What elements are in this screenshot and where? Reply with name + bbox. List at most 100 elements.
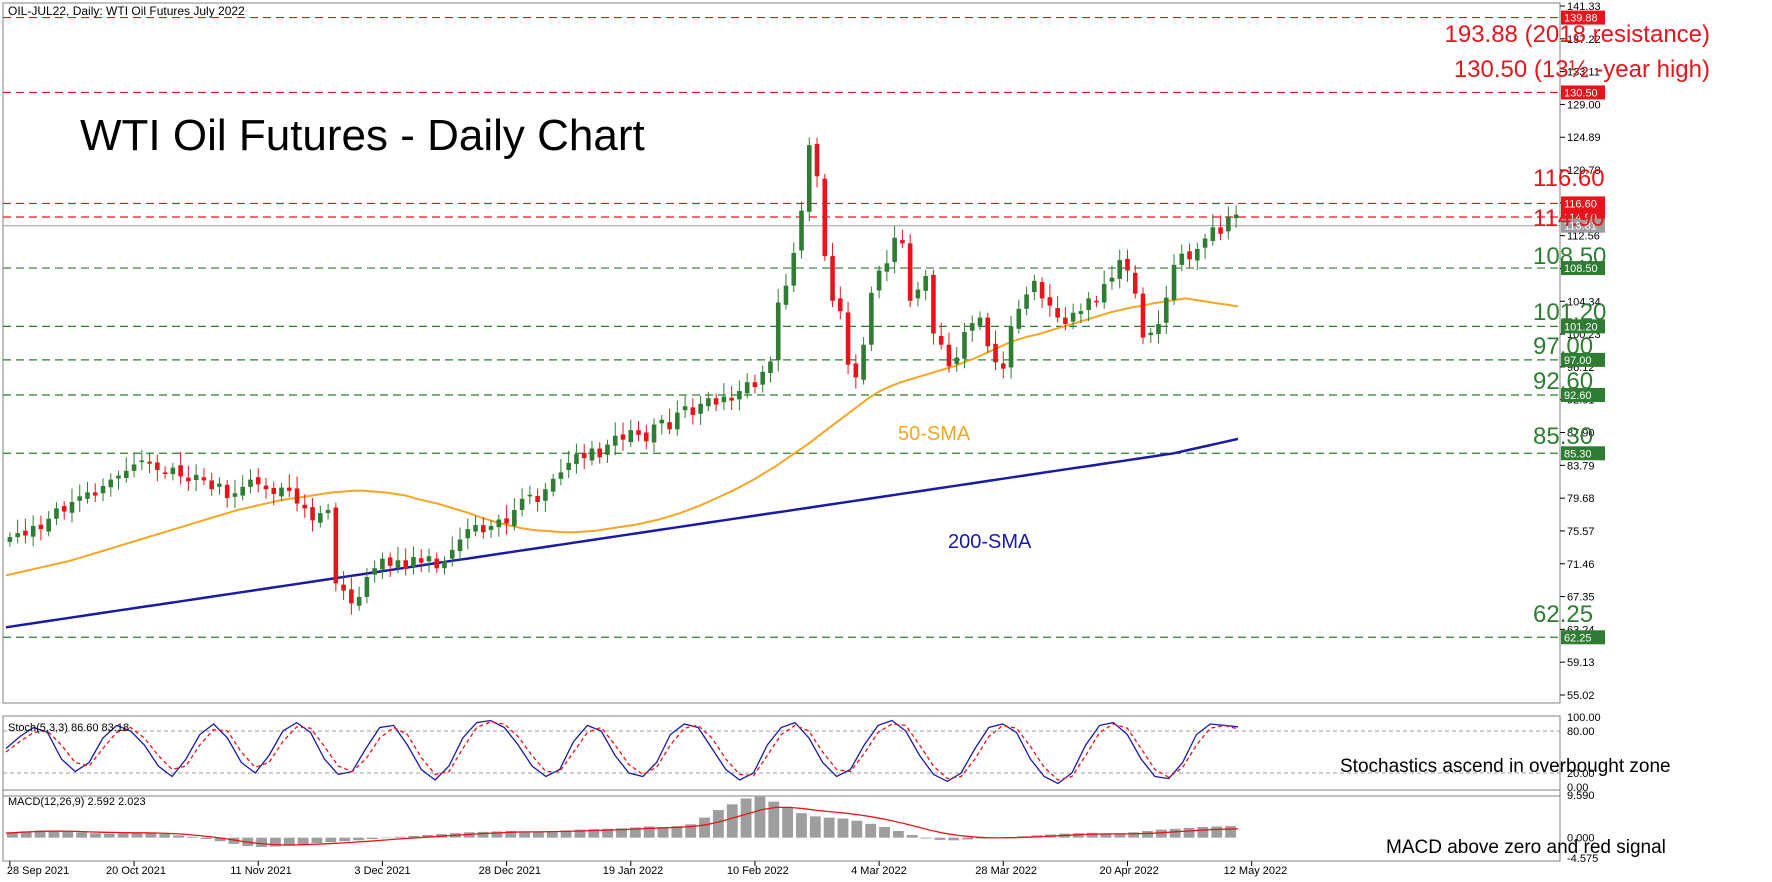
candle-body [535, 495, 540, 502]
stochastic-panel-label: Stoch(5,3,3) 86.60 83.18 [8, 722, 129, 734]
macd-histogram-bar [657, 826, 669, 838]
macd-histogram-bar [200, 837, 212, 839]
macd-histogram-bar [892, 830, 904, 838]
candle-body [1132, 272, 1138, 294]
level-axis-tag [1561, 10, 1605, 25]
macd-histogram-bar [865, 823, 877, 838]
candle-body [294, 488, 300, 504]
candle-body [449, 549, 455, 559]
macd-histogram-bar [214, 837, 226, 842]
date-x-axis: 28 Sep 2021 20 Oct 2021 11 Nov 2021 3 Dec 2… [7, 861, 1287, 877]
candle-body [1210, 227, 1216, 241]
candle-body [131, 464, 137, 471]
candle-body [799, 210, 804, 251]
macd-note: MACD above zero and red signal [1386, 837, 1666, 858]
x-tick-label: 12 May 2022 [1224, 865, 1288, 877]
y-tick-label: 137.22 [1567, 34, 1601, 46]
main-chart-title: WTI Oil Futures - Daily Chart [80, 111, 645, 160]
macd-histogram-bar [823, 817, 835, 838]
sma200-layer [5, 437, 1239, 629]
candle-body [558, 472, 564, 479]
macd-histogram-bar [7, 832, 18, 838]
candle-body [457, 539, 463, 552]
candle-body [876, 270, 882, 291]
candle-body [193, 474, 199, 481]
candle-body [628, 430, 634, 443]
candle-body [418, 558, 424, 563]
macd-histogram-bar [920, 837, 932, 839]
candle-body [589, 448, 595, 461]
y-tick-label: 55.02 [1567, 690, 1595, 702]
level-axis-tag [1561, 319, 1605, 334]
candle-body [744, 382, 750, 394]
candle-body [1187, 251, 1192, 260]
macd-histogram-bar [173, 835, 184, 838]
x-tick-label: 20 Oct 2021 [106, 865, 166, 877]
y-tick-label: 133.11 [1567, 67, 1600, 79]
stochastic-note: Stochastics ascend in overbought zone [1340, 756, 1671, 777]
candle-body [1101, 284, 1107, 303]
candle-body [814, 143, 820, 177]
candle-body [364, 577, 370, 597]
candle-body [1000, 363, 1006, 369]
candle-body [713, 398, 719, 405]
candle-body [286, 487, 292, 491]
macd-histogram-bar [1197, 826, 1209, 838]
candle-body [100, 486, 106, 494]
candle-body [861, 344, 866, 380]
candle-body [1008, 326, 1014, 368]
candle-body [504, 518, 509, 524]
y-tick-label: 141.33 [1567, 1, 1601, 13]
candle-body [651, 424, 657, 443]
macd-histogram-bar [546, 831, 558, 838]
candle-body [1039, 282, 1045, 299]
macd-histogram-bar [879, 826, 890, 838]
candle-body [1226, 216, 1231, 232]
candle-body [356, 596, 362, 606]
y-tick-label: 87.90 [1567, 428, 1595, 440]
candle-body [23, 530, 28, 536]
x-tick-label: 4 Mar 2022 [851, 865, 907, 877]
candle-body [38, 524, 44, 530]
macd-histogram-bar [782, 807, 794, 838]
macd-histogram-bar [1169, 828, 1181, 838]
level-annotation: 193.88 (2018 resistance) [1445, 21, 1711, 48]
candle-body [1195, 248, 1200, 261]
macd-y-tick-label: 9.590 [1567, 790, 1595, 802]
candle-body [946, 344, 952, 367]
candle-body [77, 496, 83, 501]
macd-histogram-bar [90, 833, 101, 838]
macd-histogram-bar [948, 837, 960, 841]
macd-histogram-bar [394, 836, 406, 838]
y-tick-label: 124.89 [1567, 132, 1601, 144]
level-annotation: 62.25 [1533, 601, 1593, 628]
macd-histogram-bar [560, 830, 572, 838]
candle-body [302, 504, 308, 509]
candle-body [907, 243, 913, 301]
macd-histogram-bar [20, 831, 32, 838]
candle-body [675, 412, 680, 430]
macd-histogram-bar [283, 837, 295, 846]
candle-body [473, 525, 478, 532]
macd-histogram-bar [311, 837, 323, 843]
candle-body [768, 361, 773, 374]
stochastic-layer: 100.00 80.00 20.00 0.00 [3, 712, 1601, 794]
candle-body [318, 513, 323, 523]
macd-histogram-bar [1225, 826, 1236, 838]
candle-body [962, 331, 967, 359]
macd-histogram-bar [616, 828, 627, 838]
candle-body [659, 419, 665, 424]
macd-histogram-bar [712, 810, 724, 838]
macd-histogram-bar [1114, 834, 1126, 838]
macd-histogram-bar [685, 824, 697, 838]
level-annotation: 130.50 (13½ -year high) [1454, 56, 1710, 83]
candle-body [1125, 258, 1130, 271]
sma200-label: 200-SMA [948, 531, 1032, 553]
candle-body [597, 448, 603, 458]
candle-body [488, 525, 494, 530]
macd-histogram-bar [768, 801, 780, 838]
macd-histogram-bar [256, 837, 268, 847]
candle-body [1140, 293, 1146, 338]
candle-body [155, 462, 160, 471]
candle-body [232, 493, 238, 497]
